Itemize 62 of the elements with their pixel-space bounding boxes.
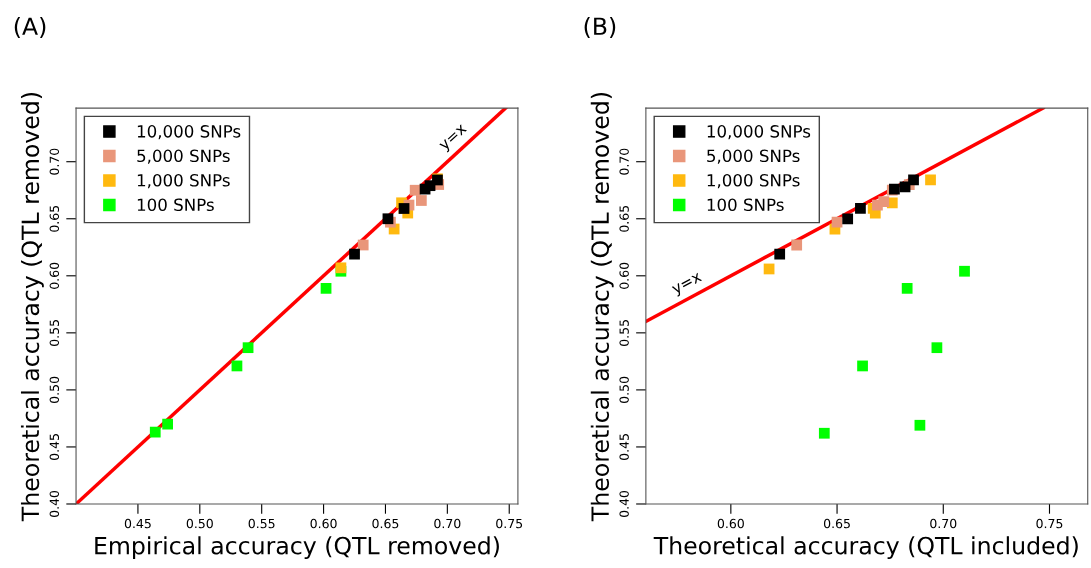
legend-label: 5,000 SNPs xyxy=(137,149,230,164)
y-tick-label: 0.70 xyxy=(619,148,629,175)
annotation: y=x xyxy=(671,272,704,298)
y-tick-label: 0.65 xyxy=(619,205,629,232)
legend-label: 1,000 SNPs xyxy=(707,173,800,189)
y-tick-label: 0.55 xyxy=(49,320,60,346)
x-tick-label: 0.75 xyxy=(1036,518,1063,529)
chart-title: (B) xyxy=(584,16,616,38)
x-tick-label: 0.60 xyxy=(717,518,744,529)
chart-title: (A) xyxy=(14,16,46,38)
point xyxy=(914,419,926,431)
y-axis-title: Theoretical accuracy (QTL removed) xyxy=(590,93,614,522)
y-tick-label: 0.40 xyxy=(619,490,629,518)
legend-label: 1,000 SNPs xyxy=(137,173,230,189)
x-tick-label: 0.60 xyxy=(310,518,337,529)
x-tick-label: 0.55 xyxy=(248,518,275,529)
y-axis-title: Theoretical accuracy (QTL removed) xyxy=(20,93,44,522)
x-tick-label: 0.75 xyxy=(496,518,523,529)
x-axis-title: Empirical accuracy (QTL removed) xyxy=(95,536,499,560)
point xyxy=(357,239,369,251)
legend-label: 100 SNPs xyxy=(137,198,214,212)
y-tick-label: 0.50 xyxy=(49,376,60,403)
point xyxy=(842,213,854,225)
point xyxy=(831,216,843,228)
point xyxy=(818,427,830,439)
y-tick-label: 0.45 xyxy=(49,434,60,461)
y-tick-label: 0.70 xyxy=(49,148,60,175)
point xyxy=(855,203,866,214)
y-tick-label: 0.45 xyxy=(619,434,629,461)
point xyxy=(931,342,943,354)
y-tick-label: 0.50 xyxy=(619,376,629,403)
point xyxy=(320,282,332,294)
point xyxy=(878,196,890,208)
legend-label: 10,000 SNPs xyxy=(137,125,241,140)
point xyxy=(242,342,254,354)
point xyxy=(901,282,913,294)
y-tick-label: 0.60 xyxy=(619,262,629,289)
x-tick-label: 0.50 xyxy=(186,518,213,529)
point xyxy=(959,265,970,277)
legend-label: 5,000 SNPs xyxy=(707,149,800,164)
x-tick-label: 0.70 xyxy=(434,518,461,529)
y-tick-label: 0.65 xyxy=(49,205,60,232)
point xyxy=(162,418,174,430)
point xyxy=(409,184,421,196)
legend-label: 100 SNPs xyxy=(707,198,784,212)
y-tick-label: 0.40 xyxy=(49,490,60,518)
point xyxy=(857,360,868,372)
x-tick-label: 0.65 xyxy=(372,518,399,529)
x-axis-title: Theoretical accuracy (QTL included) xyxy=(653,536,1078,560)
y-tick-label: 0.60 xyxy=(49,262,60,289)
point xyxy=(908,174,919,186)
x-tick-label: 0.65 xyxy=(823,518,850,529)
point xyxy=(791,239,803,251)
legend-label: 10,000 SNPs xyxy=(707,125,811,140)
point xyxy=(415,195,427,206)
x-tick-label: 0.70 xyxy=(930,518,957,529)
point xyxy=(925,174,936,186)
point xyxy=(774,248,786,260)
point xyxy=(149,426,161,438)
point xyxy=(349,248,360,260)
x-tick-label: 0.45 xyxy=(124,518,151,529)
y-tick-label: 0.55 xyxy=(619,320,629,346)
